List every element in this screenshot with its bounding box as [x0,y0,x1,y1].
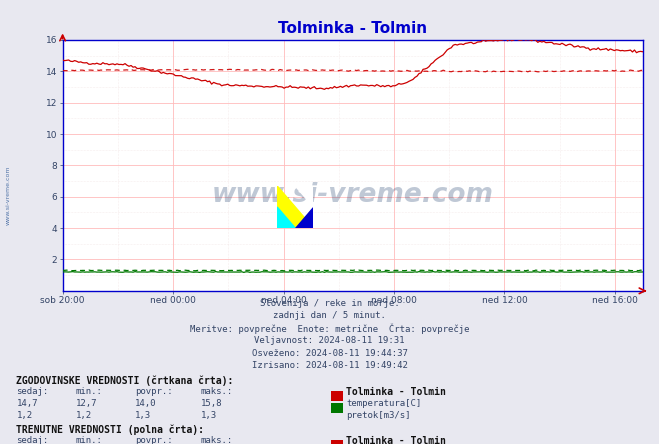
Text: pretok[m3/s]: pretok[m3/s] [346,411,411,420]
Text: 14,7: 14,7 [16,399,38,408]
Text: www.si-vreme.com: www.si-vreme.com [212,182,494,209]
Polygon shape [295,186,314,207]
Text: 1,2: 1,2 [16,411,32,420]
Polygon shape [277,207,295,228]
Text: maks.:: maks.: [201,387,233,396]
Polygon shape [277,186,314,228]
Text: temperatura[C]: temperatura[C] [346,399,421,408]
Text: Veljavnost: 2024-08-11 19:31: Veljavnost: 2024-08-11 19:31 [254,336,405,345]
Text: povpr.:: povpr.: [135,387,173,396]
Text: 14,0: 14,0 [135,399,157,408]
Text: Osveženo: 2024-08-11 19:44:37: Osveženo: 2024-08-11 19:44:37 [252,349,407,357]
Text: ZGODOVINSKE VREDNOSTI (črtkana črta):: ZGODOVINSKE VREDNOSTI (črtkana črta): [16,375,234,386]
Text: min.:: min.: [76,387,103,396]
Text: TRENUTNE VREDNOSTI (polna črta):: TRENUTNE VREDNOSTI (polna črta): [16,424,204,435]
Text: Tolminka - Tolmin: Tolminka - Tolmin [346,387,446,397]
Text: 15,8: 15,8 [201,399,223,408]
Text: Slovenija / reke in morje.: Slovenija / reke in morje. [260,299,399,308]
Text: sedaj:: sedaj: [16,387,49,396]
Polygon shape [295,207,314,228]
Text: min.:: min.: [76,436,103,444]
Text: 1,3: 1,3 [135,411,151,420]
Text: Izrisano: 2024-08-11 19:49:42: Izrisano: 2024-08-11 19:49:42 [252,361,407,370]
Text: sedaj:: sedaj: [16,436,49,444]
Text: 1,2: 1,2 [76,411,92,420]
Text: maks.:: maks.: [201,436,233,444]
Text: 1,3: 1,3 [201,411,217,420]
Text: povpr.:: povpr.: [135,436,173,444]
Text: www.si-vreme.com: www.si-vreme.com [5,166,11,225]
Text: 12,7: 12,7 [76,399,98,408]
Text: Meritve: povprečne  Enote: metrične  Črta: povprečje: Meritve: povprečne Enote: metrične Črta:… [190,324,469,334]
Text: Tolminka - Tolmin: Tolminka - Tolmin [346,436,446,444]
Title: Tolminka - Tolmin: Tolminka - Tolmin [278,21,427,36]
Text: zadnji dan / 5 minut.: zadnji dan / 5 minut. [273,311,386,320]
